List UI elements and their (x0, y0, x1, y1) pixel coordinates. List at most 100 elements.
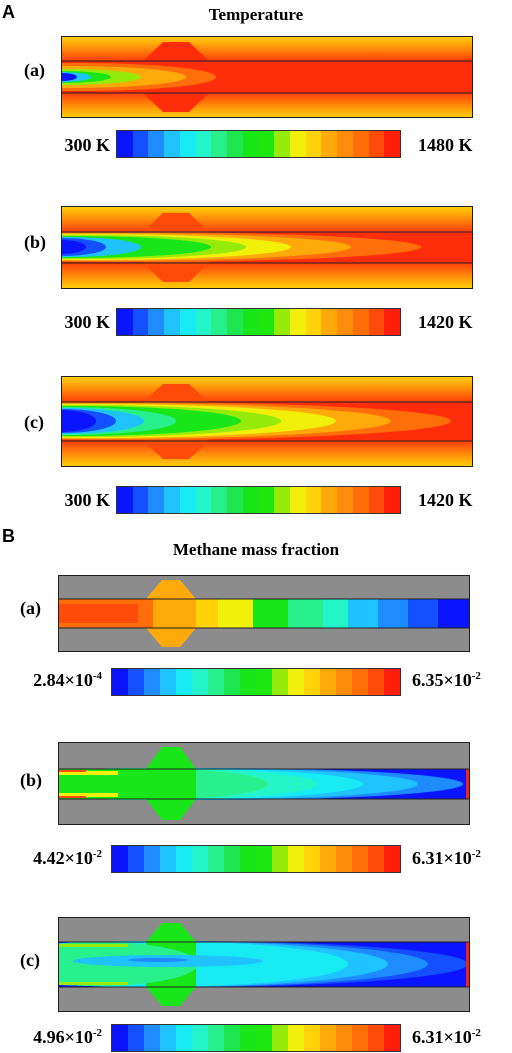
colorbar-swatch (211, 487, 228, 513)
colorbar-max-label: 1420 K (418, 312, 473, 332)
colorbar-swatch (321, 487, 338, 513)
colorbar-swatch (132, 309, 149, 335)
colorbar-swatch (132, 131, 149, 157)
colorbar-swatch (160, 846, 176, 872)
colorbar-swatch (160, 1025, 176, 1051)
colorbar-swatch (384, 669, 400, 695)
colorbar-swatch (336, 669, 352, 695)
colorbar-swatch (208, 669, 224, 695)
colorbar-swatch (227, 309, 243, 335)
colorbar-swatch (128, 846, 144, 872)
colorbar-swatch (352, 487, 369, 513)
temperature-contour-b (61, 206, 473, 289)
colorbar-swatch (258, 487, 275, 513)
colorbar-swatch (320, 1025, 336, 1051)
colorbar-swatch (305, 131, 322, 157)
colorbar-swatch (274, 309, 290, 335)
colorbar-max-label: 6.31×10-2 (412, 848, 481, 868)
colorbar-swatch (176, 1025, 192, 1051)
colorbar-max-label: 6.31×10-2 (412, 1027, 481, 1047)
section-a-letter: A (2, 2, 15, 22)
colorbar-swatch (176, 846, 192, 872)
colorbar-swatch (274, 487, 290, 513)
colorbar-swatch (384, 846, 400, 872)
colorbar-swatch (274, 131, 290, 157)
colorbar-swatch (289, 131, 306, 157)
colorbar-swatch (288, 669, 304, 695)
colorbar-swatch (288, 846, 304, 872)
colorbar-swatch (352, 846, 368, 872)
colorbar-swatch (272, 1025, 288, 1051)
panel-label-b-c: (c) (20, 950, 40, 970)
colorbar-swatch (195, 487, 212, 513)
temperature-contour-a (61, 36, 473, 118)
colorbar-swatch (337, 131, 353, 157)
colorbar-swatch (258, 131, 275, 157)
colorbar-swatch (289, 487, 306, 513)
colorbar-swatch (179, 487, 196, 513)
colorbar-swatch (321, 131, 338, 157)
colorbar-swatch (195, 131, 212, 157)
colorbar-max-label: 1420 K (418, 490, 473, 510)
colorbar-max-label: 1480 K (418, 135, 473, 155)
colorbar-swatch (211, 309, 228, 335)
colorbar-swatch (336, 846, 352, 872)
colorbar-swatch (304, 1025, 320, 1051)
colorbar (116, 130, 401, 158)
panel-label-a-c: (c) (24, 412, 44, 432)
colorbar-swatch (368, 131, 385, 157)
colorbar-swatch (256, 1025, 272, 1051)
colorbar-swatch (144, 846, 160, 872)
colorbar-swatch (304, 669, 320, 695)
colorbar-swatch (272, 846, 288, 872)
colorbar-min-label: 2.84×10-4 (33, 670, 102, 690)
colorbar-swatch (128, 1025, 144, 1051)
colorbar-swatch (179, 131, 196, 157)
colorbar (111, 668, 401, 696)
colorbar-swatch (240, 669, 256, 695)
colorbar-swatch (337, 309, 353, 335)
colorbar-swatch (112, 669, 128, 695)
colorbar-swatch (384, 131, 400, 157)
panel-label-b-b: (b) (20, 770, 42, 790)
colorbar-swatch (240, 1025, 256, 1051)
colorbar-swatch (208, 846, 224, 872)
colorbar-swatch (320, 846, 336, 872)
colorbar-swatch (352, 131, 369, 157)
methane-contour-c (58, 917, 470, 1012)
colorbar-swatch (117, 309, 133, 335)
colorbar-min-label: 4.42×10-2 (33, 848, 102, 868)
colorbar-swatch (368, 846, 384, 872)
colorbar-swatch (224, 846, 240, 872)
colorbar-min-label: 300 K (64, 312, 110, 332)
colorbar-swatch (321, 309, 338, 335)
colorbar-swatch (227, 487, 243, 513)
colorbar-swatch (112, 1025, 128, 1051)
colorbar-swatch (288, 1025, 304, 1051)
colorbar-swatch (368, 669, 384, 695)
colorbar-min-label: 4.96×10-2 (33, 1027, 102, 1047)
colorbar-swatch (368, 309, 385, 335)
section-a-title: Temperature (208, 5, 304, 24)
methane-contour-b (58, 742, 470, 825)
colorbar-swatch (148, 309, 165, 335)
colorbar-swatch (164, 487, 180, 513)
colorbar-swatch (211, 131, 228, 157)
colorbar-swatch (256, 846, 272, 872)
methane-contour-a (58, 575, 470, 652)
colorbar-swatch (128, 669, 144, 695)
colorbar-swatch (368, 1025, 384, 1051)
colorbar-swatch (384, 487, 400, 513)
colorbar-swatch (148, 487, 165, 513)
colorbar-swatch (256, 669, 272, 695)
colorbar-swatch (352, 1025, 368, 1051)
colorbar-swatch (112, 846, 128, 872)
colorbar-swatch (208, 1025, 224, 1051)
panel-label-a-a: (a) (24, 60, 45, 80)
colorbar-swatch (352, 669, 368, 695)
colorbar-swatch (336, 1025, 352, 1051)
colorbar-swatch (289, 309, 306, 335)
colorbar-swatch (384, 1025, 400, 1051)
colorbar-swatch (224, 669, 240, 695)
colorbar-swatch (160, 669, 176, 695)
